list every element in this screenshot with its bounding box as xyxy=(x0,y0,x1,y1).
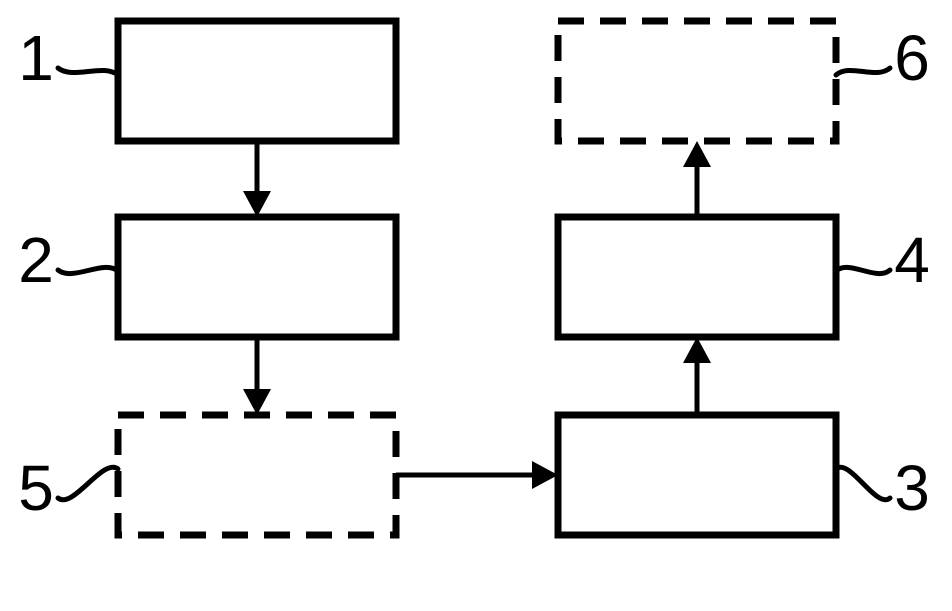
label-3: 3 xyxy=(894,452,930,524)
label-1: 1 xyxy=(18,22,54,94)
label-2: 2 xyxy=(18,224,54,296)
label-4: 4 xyxy=(894,224,930,296)
label-5: 5 xyxy=(18,452,54,524)
canvas-bg xyxy=(0,0,952,611)
label-6: 6 xyxy=(894,22,930,94)
flowchart-canvas: 1 2 5 6 4 3 xyxy=(0,0,952,611)
